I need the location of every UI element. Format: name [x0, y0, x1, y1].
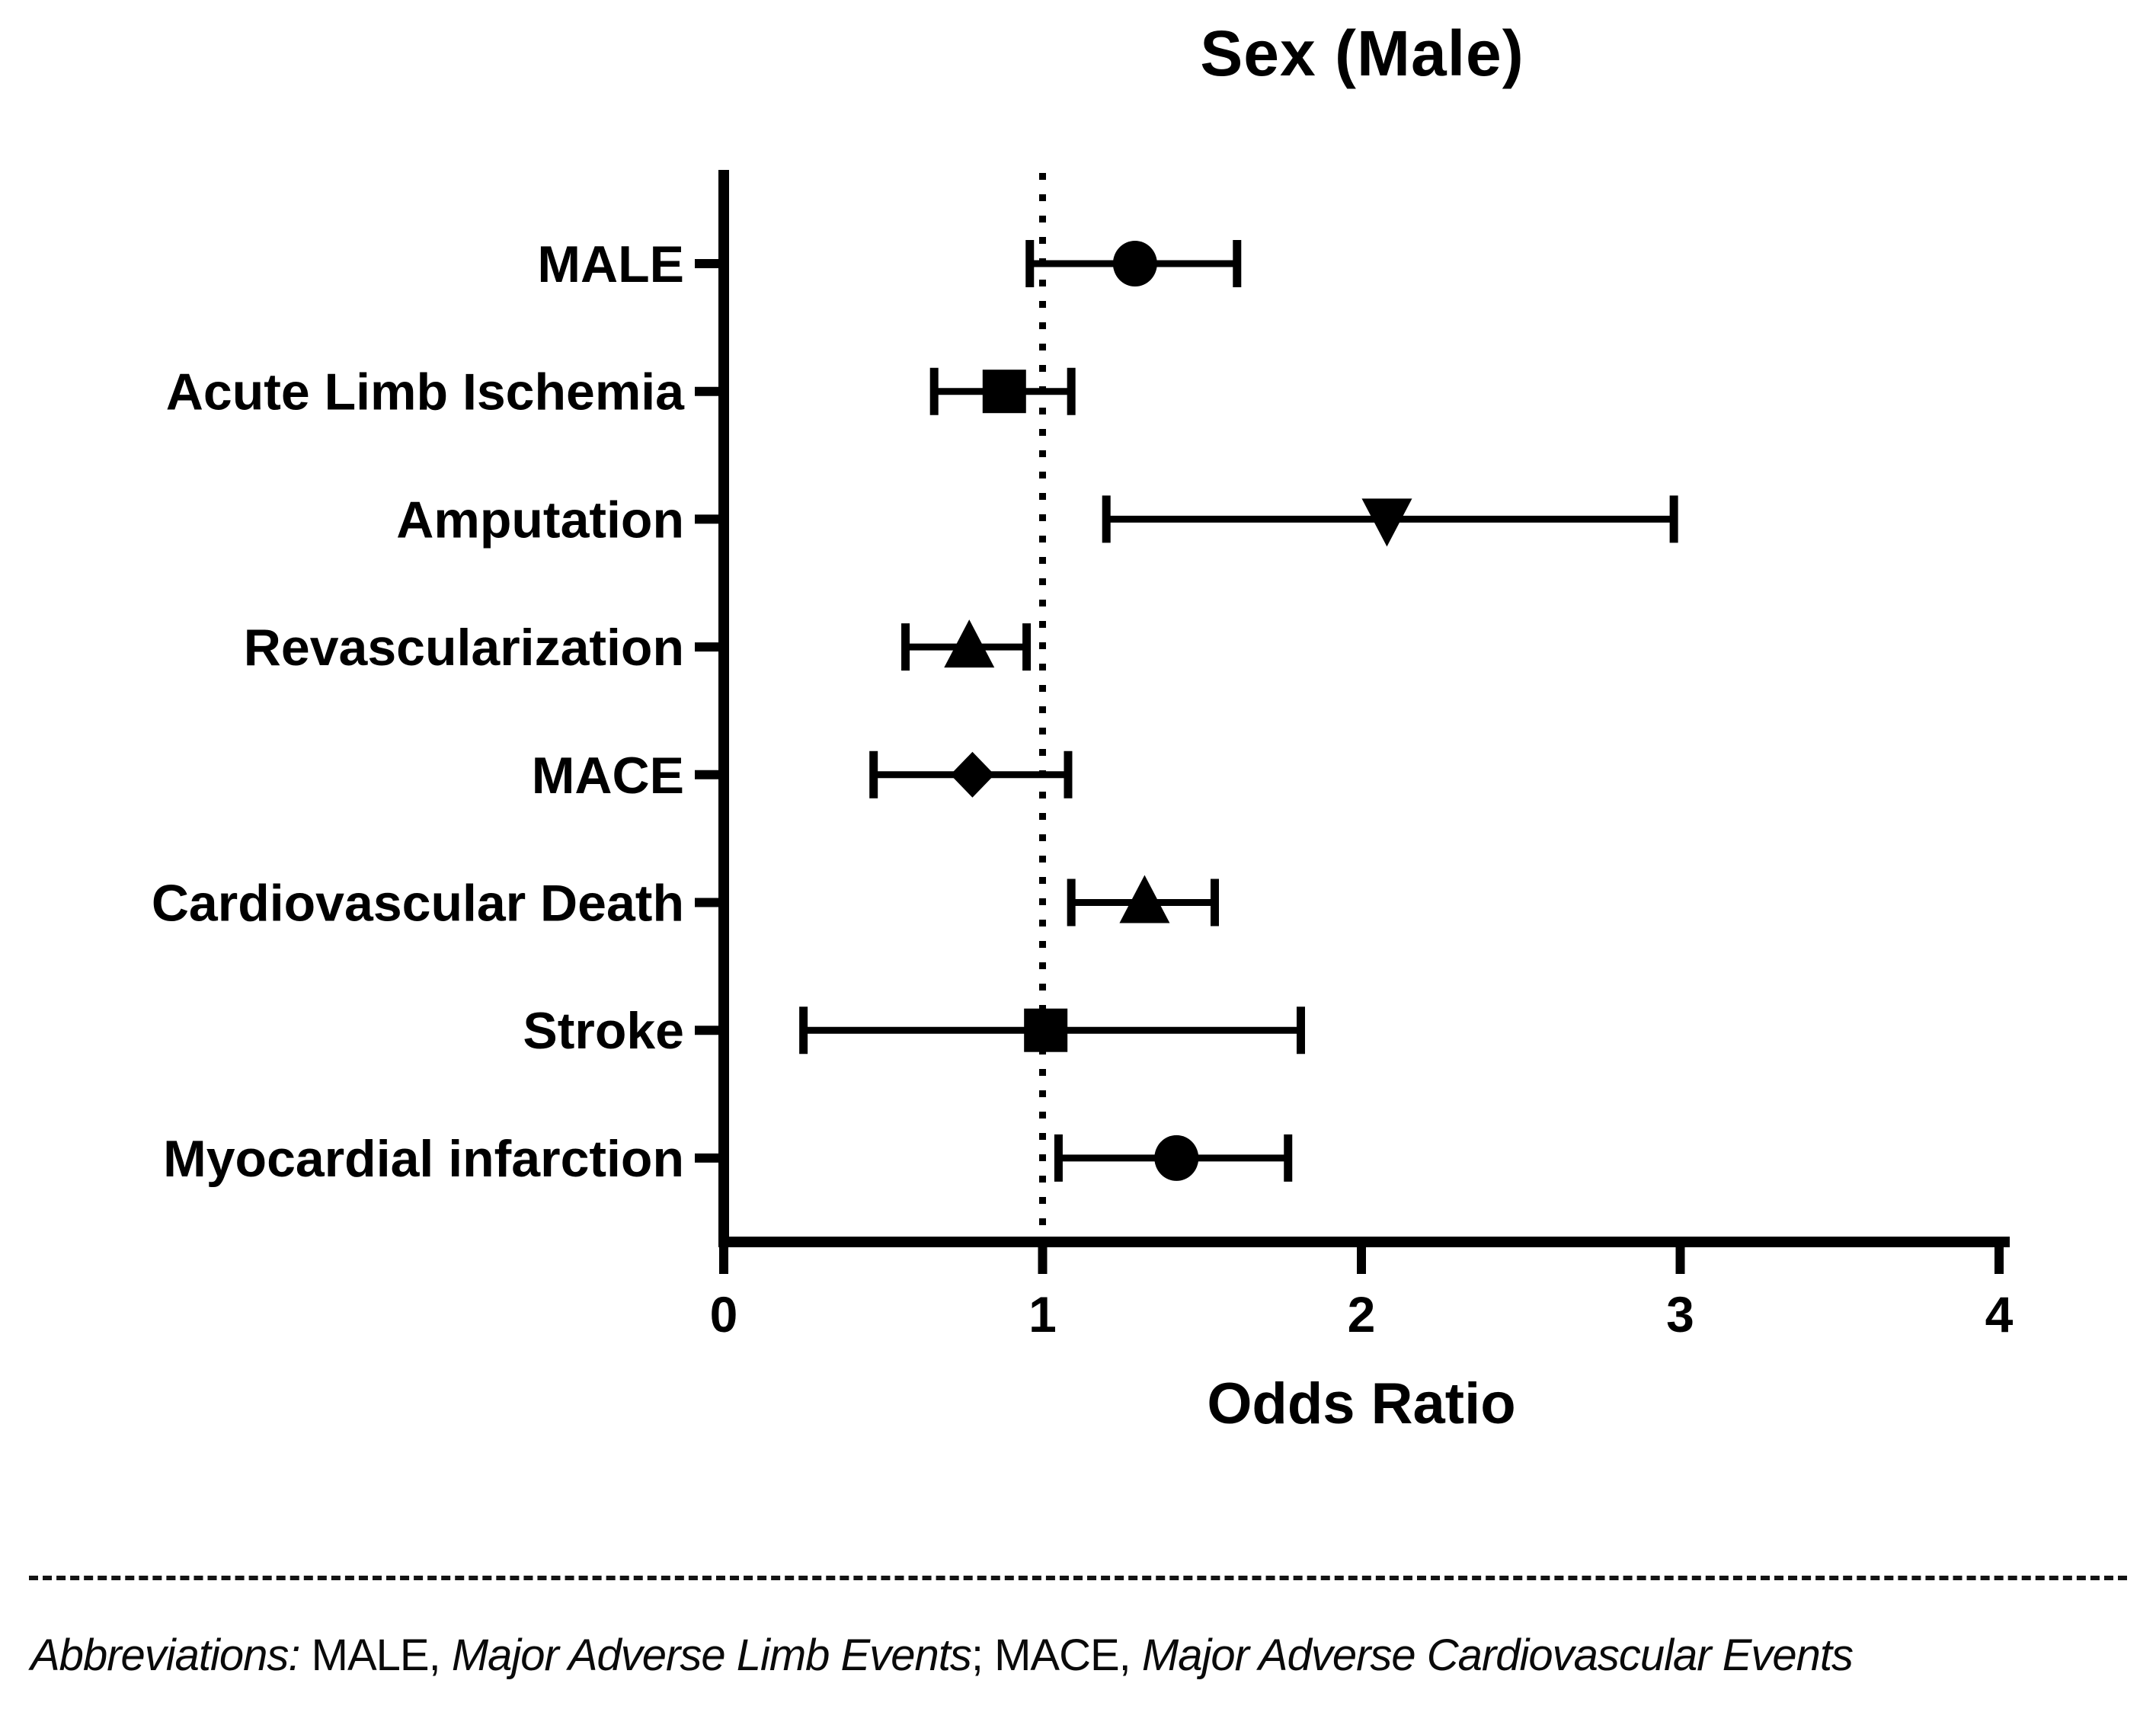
marker-square	[1024, 1008, 1068, 1052]
x-tick-label: 3	[1666, 1286, 1694, 1343]
category-label: MACE	[532, 747, 684, 805]
category-label: Acute Limb Ischemia	[166, 363, 685, 421]
category-label: Cardiovascular Death	[152, 875, 684, 933]
abbreviation-segment: ; MACE,	[971, 1631, 1142, 1680]
category-label: Stroke	[523, 1002, 684, 1060]
category-label: Revascularization	[244, 619, 684, 677]
x-tick-label: 0	[710, 1286, 738, 1343]
x-tick-label: 1	[1028, 1286, 1057, 1343]
marker-triangle-up	[1119, 875, 1170, 923]
abbreviation-segment: Abbreviations:	[30, 1631, 301, 1680]
x-axis-title: Odds Ratio	[1207, 1371, 1515, 1436]
abbreviations-note: Abbreviations: MALE, Major Adverse Limb …	[30, 1631, 2126, 1682]
marker-circle	[1112, 241, 1157, 286]
abbreviation-segment: Major Adverse Cardiovascular Events	[1141, 1631, 1854, 1680]
marker-diamond	[950, 751, 995, 798]
marker-circle	[1154, 1135, 1199, 1181]
chart-title: Sex (Male)	[1200, 18, 1524, 89]
forest-plot: 0 1 2 3 4 Odds Ratio MALE Acute Limb Ischemia Am…	[152, 170, 2014, 1436]
x-tick-label: 2	[1348, 1286, 1376, 1343]
divider-dashed-line	[29, 1576, 2127, 1580]
marker-square	[982, 370, 1026, 414]
category-label: Myocardial infarction	[163, 1130, 684, 1188]
category-label: MALE	[537, 235, 684, 293]
x-tick-label: 4	[1985, 1286, 2014, 1343]
abbreviation-segment: Major Adverse Limb Events	[451, 1631, 972, 1680]
marker-triangle-up	[944, 619, 995, 668]
category-label: Amputation	[396, 491, 684, 549]
abbreviation-segment: MALE,	[299, 1631, 452, 1680]
marker-triangle-down	[1361, 498, 1412, 547]
